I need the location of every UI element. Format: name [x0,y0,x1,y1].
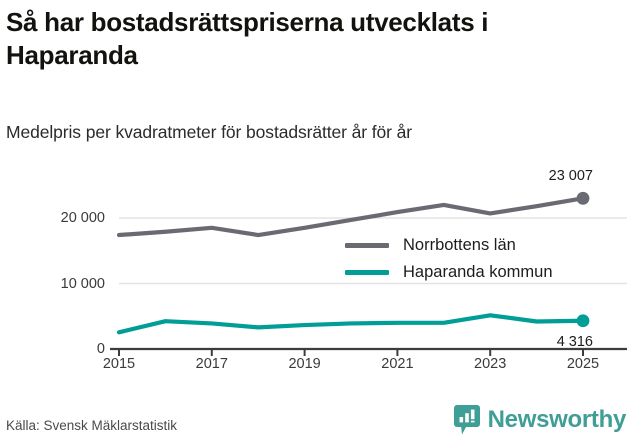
page-title: Så har bostadsrättspriserna utvecklats i… [6,7,489,70]
chart-svg [110,191,627,356]
legend-label: Haparanda kommun [403,263,553,281]
y-axis-tick-label: 10 000 [60,275,105,292]
source-note: Källa: Svensk Mäklarstatistik [6,418,178,433]
legend-label: Norrbottens län [403,236,516,254]
x-axis-tick-label: 2021 [381,356,414,372]
x-axis-tick-label: 2025 [566,356,600,372]
legend-item-2[interactable]: Haparanda kommun [345,263,553,282]
x-axis-tick-label: 2015 [102,356,136,372]
x-axis-tick-label: 2017 [195,356,228,372]
logo-wordmark: Newsworthy [487,406,627,433]
chart-subtitle: Medelpris per kvadratmeter för bostadsrä… [6,122,413,142]
y-axis-tick-label: 0 [96,341,105,357]
line-chart [0,165,631,365]
series-value-label: 23 007 [548,168,593,185]
series-value-label: 4 316 [556,333,593,350]
bar-chart-speech-bubble-icon [453,405,480,435]
legend-color-swatch [345,243,389,248]
x-axis-tick-label: 2019 [288,356,321,372]
x-axis-tick-label: 2023 [474,356,507,372]
newsworthy-logo: Newsworthy [453,405,627,435]
y-axis-tick-label: 20 000 [60,210,105,226]
legend-color-swatch [345,270,389,275]
legend-item-1[interactable]: Norrbottens län [345,236,516,255]
